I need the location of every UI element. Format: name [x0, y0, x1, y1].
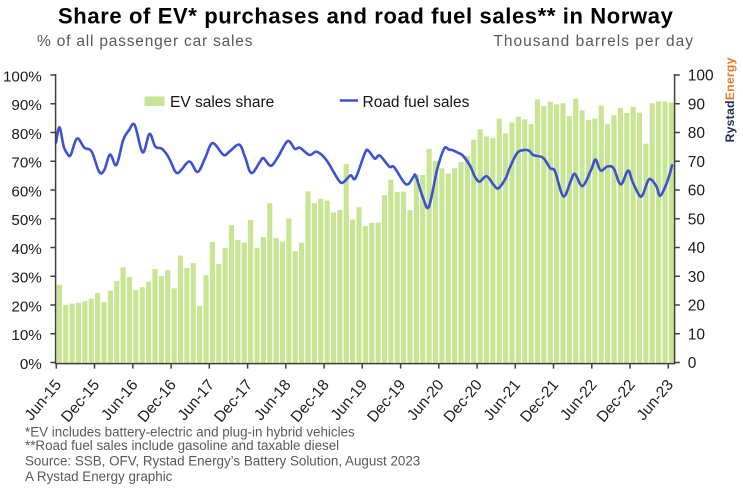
svg-text:80: 80	[688, 125, 706, 142]
svg-text:50: 50	[688, 211, 706, 228]
svg-text:Share of EV* purchases and roa: Share of EV* purchases and road fuel sal…	[58, 4, 674, 29]
svg-text:60: 60	[688, 183, 706, 200]
svg-text:10%: 10%	[11, 327, 41, 344]
svg-text:90%: 90%	[11, 97, 41, 114]
svg-text:30: 30	[688, 269, 706, 286]
svg-text:A Rystad Energy graphic: A Rystad Energy graphic	[25, 469, 173, 484]
svg-text:70%: 70%	[11, 155, 41, 172]
svg-text:20: 20	[688, 298, 706, 315]
svg-text:RystadEnergy: RystadEnergy	[723, 57, 737, 142]
svg-text:60%: 60%	[11, 183, 41, 200]
svg-text:100%: 100%	[3, 68, 42, 85]
svg-text:0: 0	[688, 355, 697, 372]
svg-text:40%: 40%	[11, 241, 41, 258]
svg-text:20%: 20%	[11, 298, 41, 315]
svg-text:40: 40	[688, 240, 706, 257]
svg-text:EV sales share: EV sales share	[170, 94, 274, 111]
svg-text:70: 70	[688, 154, 706, 171]
svg-text:90: 90	[688, 97, 706, 114]
svg-text:**Road fuel sales include gaso: **Road fuel sales include gasoline and t…	[25, 438, 339, 453]
svg-text:Source: SSB, OFV, Rystad Energ: Source: SSB, OFV, Rystad Energy’s Batter…	[25, 454, 420, 469]
svg-text:0%: 0%	[20, 356, 42, 373]
svg-text:80%: 80%	[11, 126, 41, 143]
svg-text:Road fuel sales: Road fuel sales	[363, 94, 470, 111]
svg-text:30%: 30%	[11, 270, 41, 287]
svg-text:100: 100	[688, 68, 714, 85]
svg-text:50%: 50%	[11, 212, 41, 229]
svg-text:*EV includes battery-electric: *EV includes battery-electric and plug-i…	[25, 425, 355, 440]
svg-text:10: 10	[688, 326, 706, 343]
svg-text:% of all passenger car sales: % of all passenger car sales	[37, 33, 253, 50]
svg-text:Thousand barrels per day: Thousand barrels per day	[493, 33, 694, 50]
